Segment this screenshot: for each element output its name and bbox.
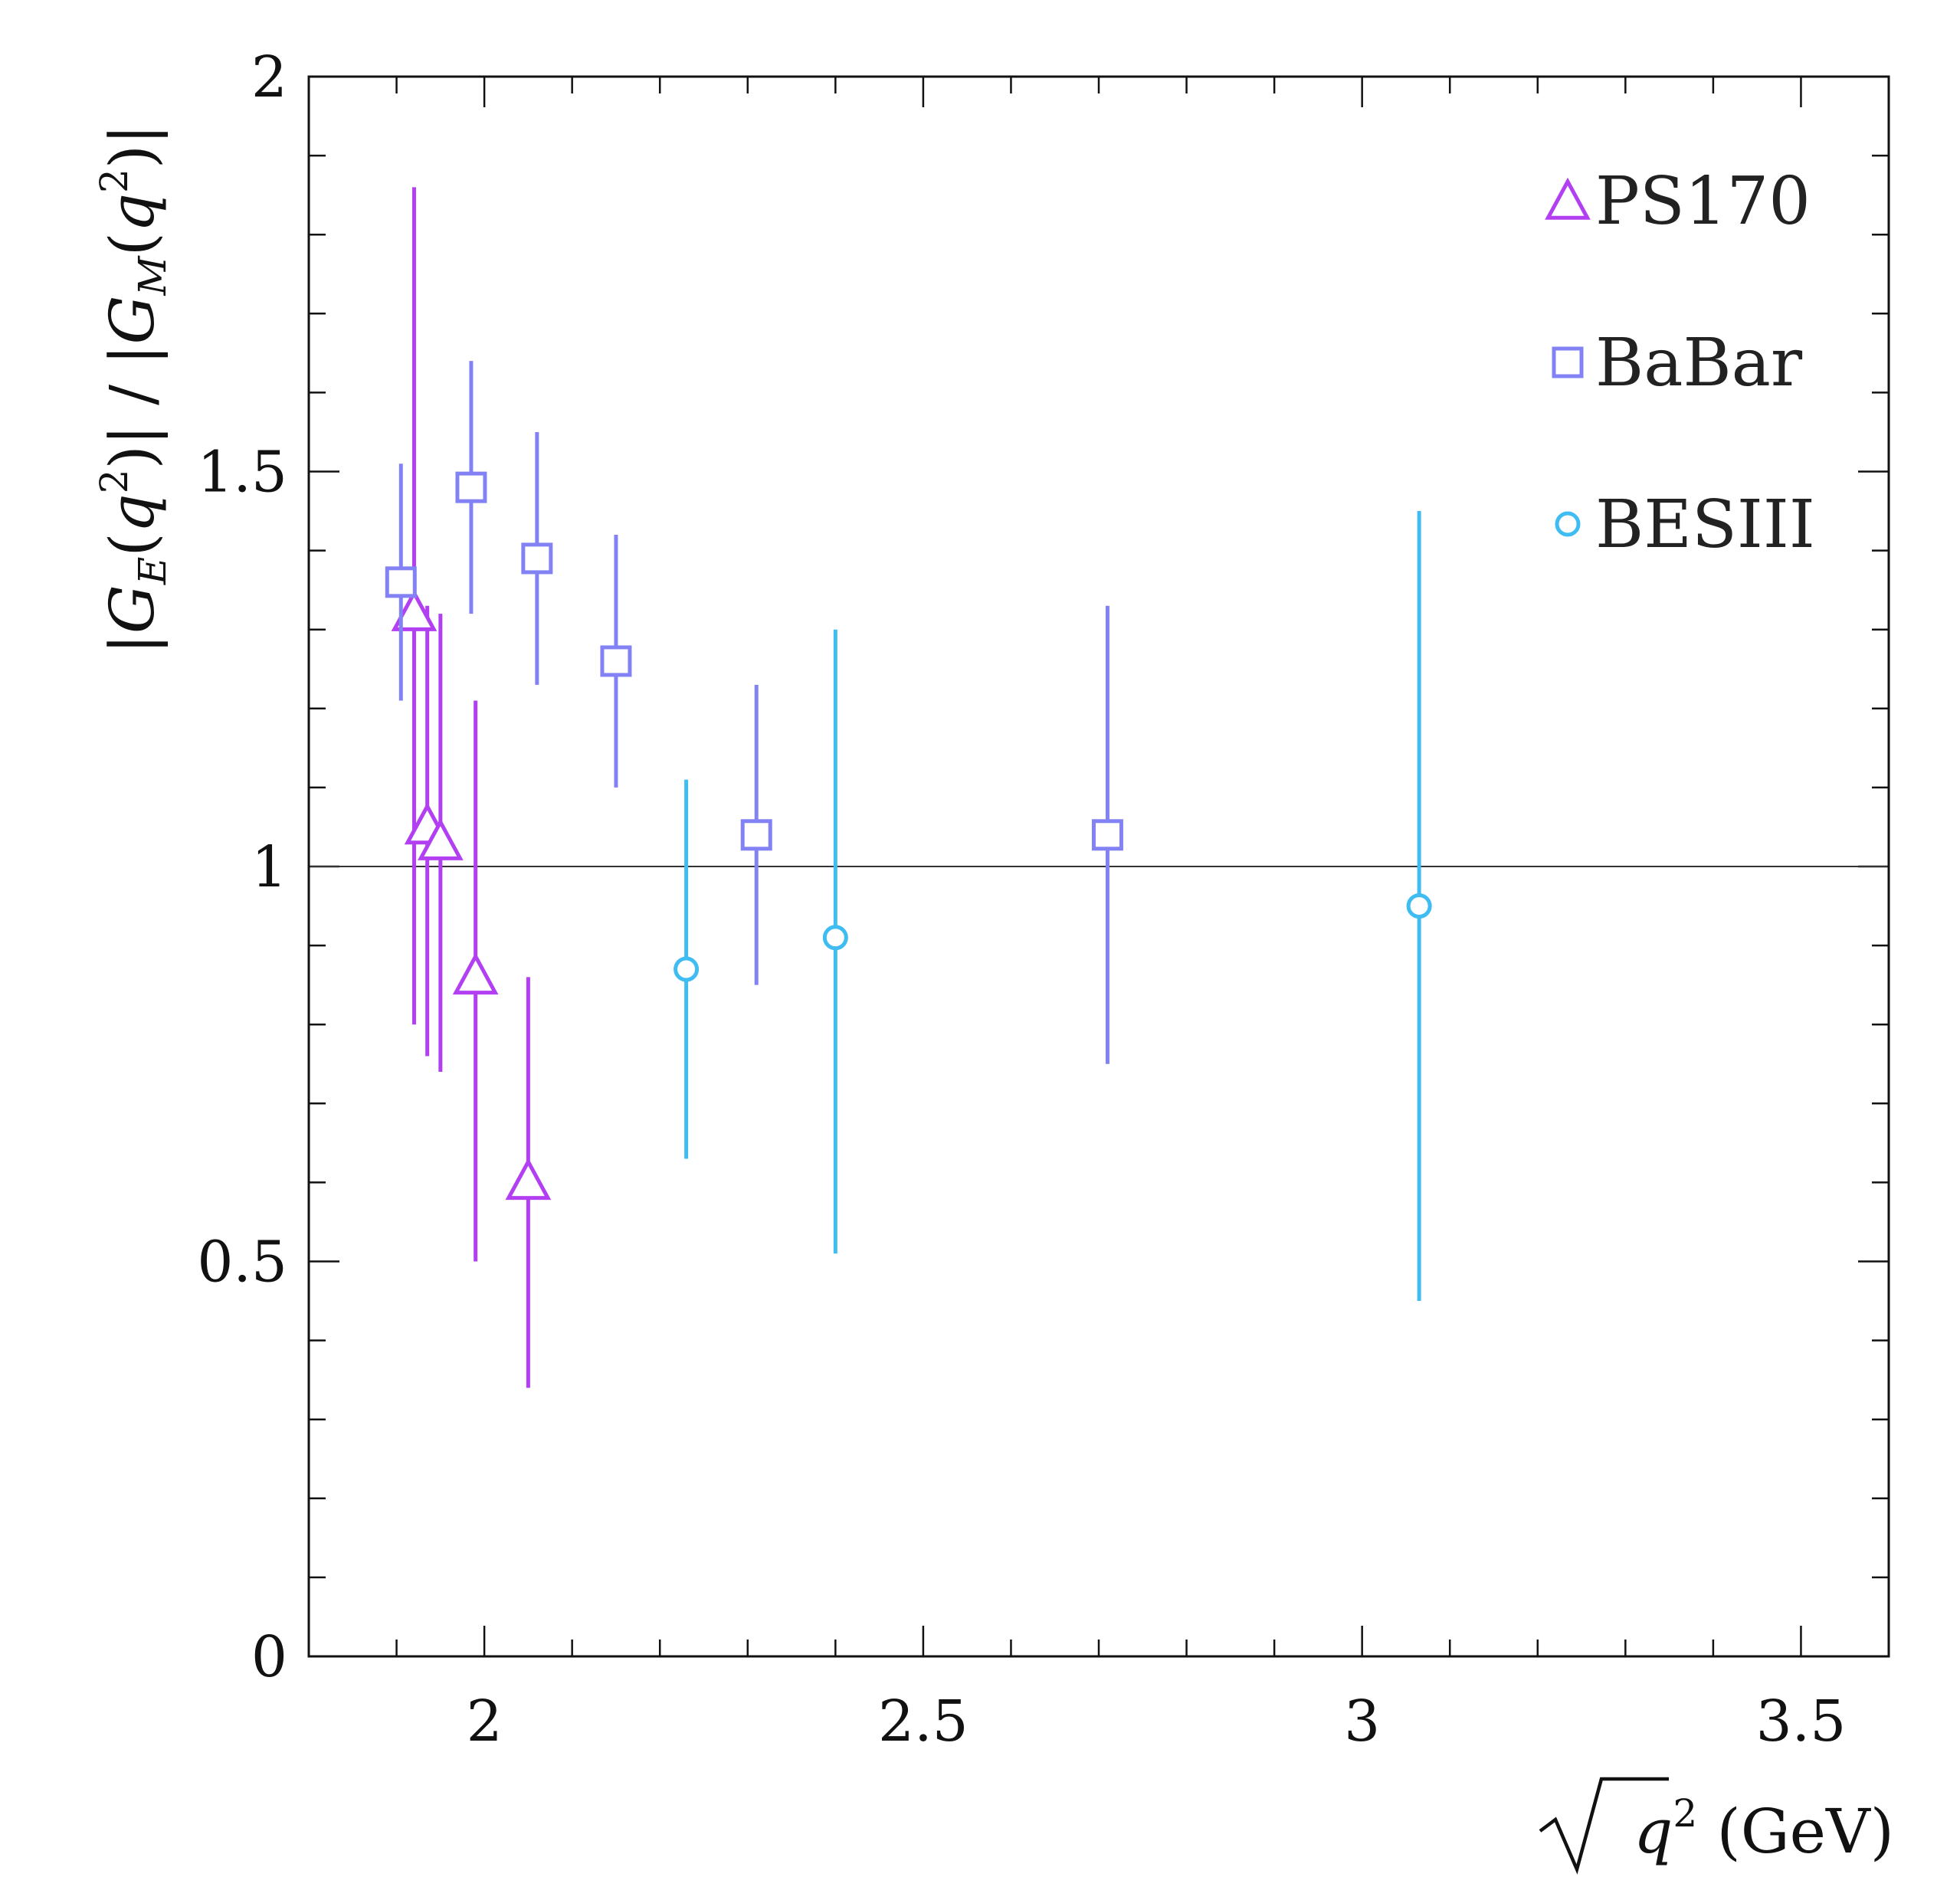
data-point-triangle [505, 1158, 552, 1201]
data-point-triangle [391, 588, 438, 631]
y-axis-title-exp2: 2 [92, 169, 136, 193]
data-point-square [1091, 819, 1123, 851]
data-point-circle [1406, 893, 1432, 919]
tick-labels: 2 2.5 3 3.5 0 0.5 1 1.5 2 [197, 44, 1846, 1754]
x-tick-label: 2 [467, 1689, 503, 1754]
legend-item-ps170: PS170 [1545, 163, 1811, 240]
y-tick-label: 2 [251, 44, 287, 110]
series-besiii [674, 511, 1432, 1302]
x-axis-title-exp: 2 [1673, 1791, 1697, 1836]
data-point-square [455, 471, 487, 503]
y-axis-title-ge: G [97, 585, 168, 634]
data-point-triangle [417, 817, 464, 860]
data-point-square [385, 566, 417, 598]
legend: PS170 BaBar BESIII [1545, 163, 1815, 563]
y-axis-title: |GE(q2)| / |GM(q2)| [92, 124, 175, 654]
legend-label: BESIII [1595, 486, 1815, 563]
y-axis-title-exp1: 2 [92, 469, 136, 493]
plot-frame [307, 75, 1890, 1658]
y-axis-title-text: |GE(q2)| / |GM(q2)| [92, 124, 175, 654]
y-axis-title-gm: G [97, 296, 168, 345]
y-axis-title-paren2: ( [97, 232, 168, 256]
y-axis-title-sub-e: E [130, 557, 175, 586]
legend-marker-circle [1555, 511, 1581, 537]
y-axis-title-mid: )| / | [97, 344, 168, 469]
x-axis-title-text: q2 (GeV) [1634, 1791, 1894, 1867]
x-tick-label: 2.5 [878, 1689, 969, 1754]
data-point-square [521, 542, 553, 575]
legend-label: PS170 [1595, 163, 1811, 240]
x-tick-label: 3 [1344, 1689, 1380, 1754]
legend-marker-triangle [1545, 177, 1591, 220]
y-axis-title-q1: q [97, 493, 168, 532]
axis-ticks [309, 77, 1889, 1656]
y-tick-label: 1 [251, 834, 287, 900]
y-axis-title-q2: q [97, 193, 168, 232]
data-point-circle [674, 956, 700, 982]
data-series-group [385, 187, 1432, 1388]
data-point-triangle [452, 952, 499, 995]
legend-item-babar: BaBar [1552, 325, 1803, 401]
x-axis-title: q2 (GeV) [1539, 1777, 1894, 1875]
data-point-circle [822, 925, 848, 951]
series-ps170 [391, 187, 552, 1388]
x-tick-label: 3.5 [1756, 1689, 1847, 1754]
data-point-square [740, 819, 772, 851]
x-axis-title-var: q [1634, 1796, 1673, 1867]
y-tick-label: 0 [251, 1624, 287, 1690]
y-axis-title-sub-m: M [130, 255, 175, 296]
y-tick-label: 0.5 [197, 1230, 287, 1296]
y-axis-title-paren1: ( [97, 532, 168, 556]
legend-item-besiii: BESIII [1555, 486, 1815, 563]
sqrt-symbol [1539, 1777, 1669, 1875]
y-tick-label: 1.5 [197, 440, 287, 506]
x-axis-title-unit: (GeV) [1697, 1796, 1894, 1867]
legend-marker-square [1552, 346, 1584, 378]
y-axis-title-end: )| [97, 124, 168, 169]
data-point-square [600, 645, 632, 677]
series-babar [385, 361, 1123, 1064]
legend-label: BaBar [1595, 325, 1803, 401]
